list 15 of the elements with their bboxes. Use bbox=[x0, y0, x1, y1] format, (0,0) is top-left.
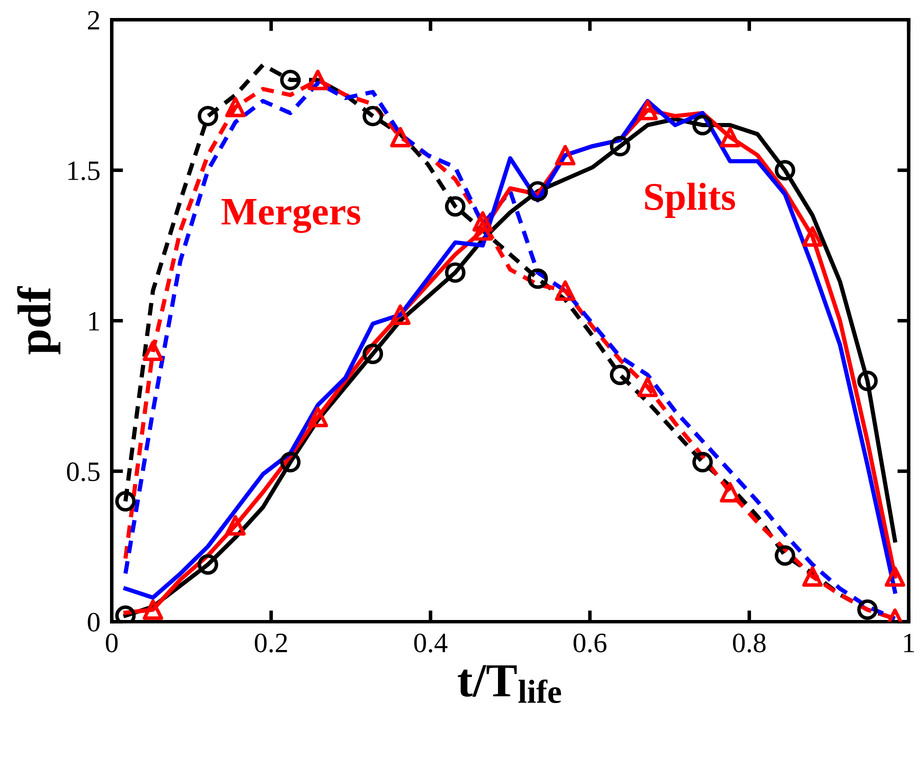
y-tick-label: 2 bbox=[88, 11, 100, 30]
annotation: Splits bbox=[645, 182, 736, 218]
y-tick-label: 1 bbox=[89, 312, 99, 330]
x-tick-label: 0.2 bbox=[254, 634, 287, 652]
x-tick-label: 0.4 bbox=[414, 634, 448, 652]
x-tick-label: 0.6 bbox=[574, 634, 606, 652]
x-tick-label: 1 bbox=[904, 634, 914, 652]
x-axis-title: t/T$_{life}$ bbox=[458, 665, 561, 704]
y-tick-label: 0 bbox=[88, 612, 100, 632]
x-tick-label: 0 bbox=[106, 634, 118, 652]
x-tick-label: 0.8 bbox=[732, 634, 766, 652]
annotation: Mergers bbox=[222, 198, 360, 234]
y-tick-label: 0.5 bbox=[66, 462, 100, 482]
y-axis-title: pdf bbox=[17, 286, 60, 354]
y-tick-label: 1.5 bbox=[68, 162, 100, 180]
